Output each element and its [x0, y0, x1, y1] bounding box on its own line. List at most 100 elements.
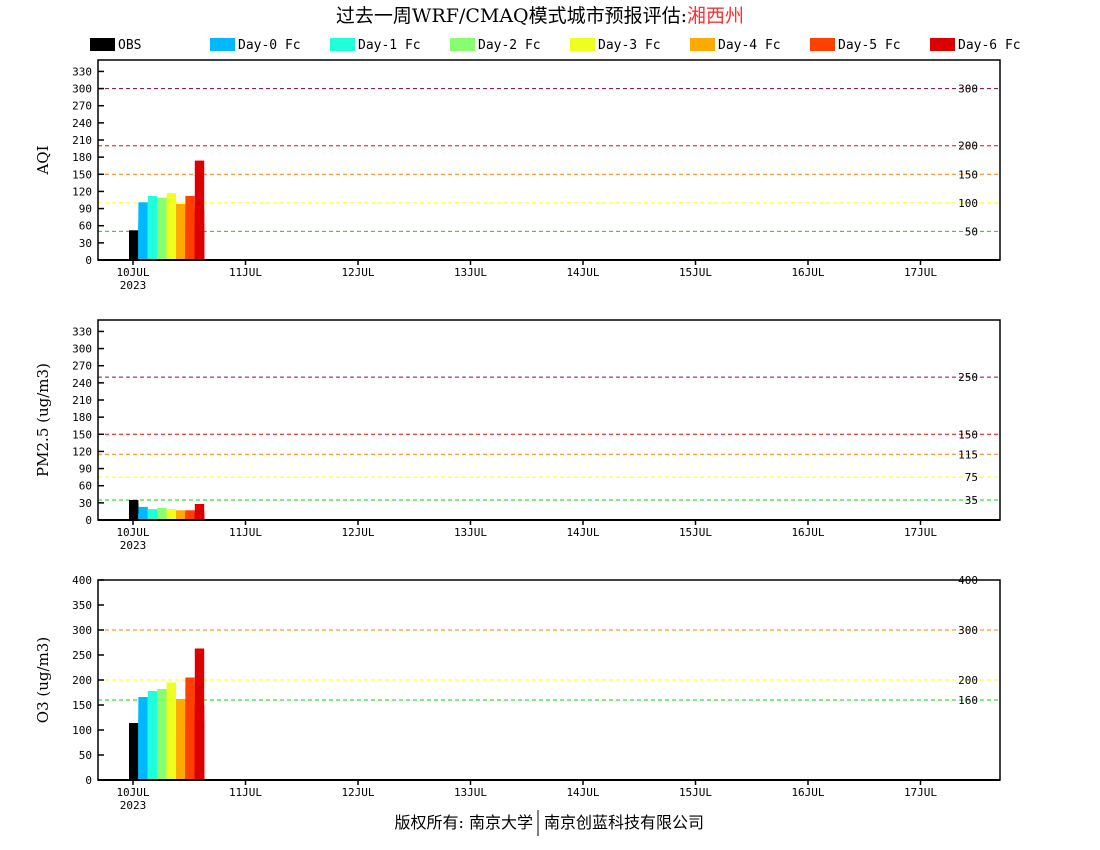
bar-obs-17jul [129, 241, 139, 260]
legend-label-3: Day-2 Fc [478, 38, 541, 53]
y-tick-label: 350 [72, 599, 92, 612]
y-tick-label: 330 [72, 325, 92, 338]
bar-day-2-fc-17jul [157, 517, 167, 520]
footer-copyright: 版权所有: 南京大学 [395, 813, 533, 832]
title-prefix: 过去一周WRF/CMAQ模式城市预报评估: [336, 5, 687, 27]
y-tick-label: 270 [72, 100, 92, 113]
y-axis-label: AQI [34, 145, 52, 175]
x-tick-label: 14JUL [566, 526, 599, 539]
y-tick-label: 150 [72, 428, 92, 441]
legend-label-0: OBS [118, 38, 141, 53]
panel-1: 250 150 115 75 35 0 30 60 90 120 150 180 210 240 270 30… [34, 319, 1001, 552]
legend-swatch-7 [930, 38, 955, 51]
x-tick-label: 10JUL [116, 786, 149, 799]
threshold-label-160: 160 [958, 694, 978, 707]
y-tick-label: 50 [79, 749, 92, 762]
bar-day-0-fc-17jul [138, 213, 148, 260]
bar-day-5-fc-17jul [185, 517, 195, 520]
bar-day-4-fc-17jul [176, 229, 186, 260]
y-tick-label: 400 [72, 574, 92, 587]
threshold-label-100: 100 [958, 197, 978, 210]
bar-day-0-fc-17jul [138, 506, 148, 520]
x-tick-label: 17JUL [904, 526, 937, 539]
legend: OBS Day-0 Fc Day-1 Fc Day-2 Fc Day-3 Fc Day-4… [90, 38, 1021, 53]
legend-swatch-5 [690, 38, 715, 51]
legend-swatch-6 [810, 38, 835, 51]
x-tick-label: 17JUL [904, 266, 937, 279]
x-tick-label: 13JUL [454, 266, 487, 279]
panel-2: 40030020016005010015020025030035040010JU… [34, 574, 1001, 812]
threshold-label-250: 250 [958, 371, 978, 384]
threshold-label-115: 115 [958, 448, 978, 461]
bar-day-5-fc-17jul [185, 685, 195, 780]
y-tick-label: 300 [72, 624, 92, 637]
y-tick-label: 90 [79, 463, 92, 476]
x-tick-label: 10JUL [116, 526, 149, 539]
y-tick-label: 150 [72, 168, 92, 181]
bar-day-5-fc-17jul [185, 205, 195, 260]
threshold-label-300: 300 [958, 624, 978, 637]
x-tick-label: 14JUL [566, 786, 599, 799]
bar-day-0-fc-17jul [138, 704, 148, 780]
y-tick-label: 240 [72, 377, 92, 390]
threshold-label-50: 50 [965, 225, 978, 238]
y-tick-label: 30 [79, 497, 92, 510]
x-tick-label: 14JUL [566, 266, 599, 279]
bar-obs-17jul [129, 745, 139, 780]
y-tick-label: 0 [85, 254, 92, 267]
bar-day-1-fc-17jul [147, 238, 158, 260]
bar-day-6-fc-17jul [194, 212, 205, 260]
bar-obs-15jul [129, 500, 139, 520]
x-tick-label: 10JUL [116, 266, 149, 279]
x-tick-label: 12JUL [341, 526, 374, 539]
y-tick-label: 150 [72, 699, 92, 712]
bar-day-2-fc-17jul [157, 229, 167, 260]
x-tick-label: 11JUL [229, 786, 262, 799]
bar-day-4-fc-17jul [176, 516, 186, 520]
bar-day-1-fc-17jul [147, 516, 158, 520]
legend-label-2: Day-1 Fc [358, 38, 421, 53]
panel-0: 300 200 150 100 50 0 30 60 90 120 150 180 210 240 270 3… [34, 59, 1001, 292]
x-tick-label: 15JUL [679, 266, 712, 279]
y-tick-label: 120 [72, 185, 92, 198]
y-tick-label: 200 [72, 674, 92, 687]
x-tick-label: 13JUL [454, 786, 487, 799]
bar-day-6-fc-17jul [194, 514, 205, 520]
threshold-label-75: 75 [965, 471, 978, 484]
x-tick-label: 12JUL [341, 786, 374, 799]
x-tick-label: 11JUL [229, 266, 262, 279]
x-tick-label: 17JUL [904, 786, 937, 799]
y-tick-label: 0 [85, 774, 92, 787]
bar-day-1-fc-17jul [147, 730, 158, 780]
legend-label-1: Day-0 Fc [238, 38, 301, 53]
x-year-label: 2023 [120, 799, 147, 812]
threshold-label-200: 200 [958, 674, 978, 687]
legend-swatch-4 [570, 38, 595, 51]
y-tick-label: 120 [72, 445, 92, 458]
legend-label-4: Day-3 Fc [598, 38, 661, 53]
chart-title: 过去一周WRF/CMAQ模式城市预报评估:湘西州 [336, 5, 744, 27]
legend-label-6: Day-5 Fc [838, 38, 901, 53]
legend-swatch-1 [210, 38, 235, 51]
legend-swatch-0 [90, 38, 115, 51]
y-tick-label: 210 [72, 394, 92, 407]
threshold-label-200: 200 [958, 140, 978, 153]
bar-day-3-fc-17jul [166, 226, 176, 260]
threshold-label-150: 150 [958, 428, 978, 441]
y-tick-label: 60 [79, 220, 92, 233]
bar-day-1-fc-16jul [147, 206, 158, 260]
y-tick-label: 30 [79, 237, 92, 250]
x-tick-label: 13JUL [454, 526, 487, 539]
legend-label-5: Day-4 Fc [718, 38, 781, 53]
x-tick-label: 11JUL [229, 526, 262, 539]
y-tick-label: 180 [72, 411, 92, 424]
x-tick-label: 15JUL [679, 786, 712, 799]
bar-day-3-fc-17jul [166, 724, 176, 780]
plot-frame [97, 319, 1001, 521]
footer-company: 南京创蓝科技有限公司 [544, 813, 704, 832]
bar-day-3-fc-14jul [166, 509, 176, 520]
y-axis-label: O3 (ug/m3) [34, 637, 52, 723]
bar-day-1-fc-16jul [147, 509, 158, 520]
x-tick-label: 16JUL [791, 526, 824, 539]
legend-swatch-2 [330, 38, 355, 51]
